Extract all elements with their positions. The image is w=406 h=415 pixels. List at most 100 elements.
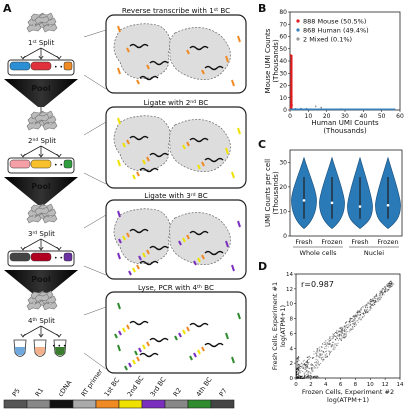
data-point: [300, 366, 302, 368]
data-point: [390, 282, 392, 284]
data-point: [297, 376, 299, 378]
species-mixing-scatter: 0 10 20 30 40 50 60 0 10 20 30 40 50 60 70 80 Human UMI …: [264, 9, 404, 135]
data-point: [312, 364, 314, 366]
data-point: [343, 333, 345, 335]
data-point: [375, 301, 377, 303]
data-point: [383, 294, 385, 296]
data-point: [297, 358, 299, 360]
data-point: [319, 354, 321, 356]
data-point: [314, 367, 316, 369]
data-point: [371, 304, 373, 306]
data-point: [345, 326, 347, 328]
data-point: [308, 367, 310, 369]
data-point: [369, 302, 371, 304]
y-axis-label: UMI Counts per cell: [264, 159, 272, 227]
data-point: [337, 334, 339, 336]
legend-bar-label: R1: [34, 386, 46, 398]
data-point: [321, 354, 323, 356]
data-point: [387, 283, 389, 285]
data-point: [353, 315, 355, 317]
data-point: [359, 315, 361, 317]
data-point: [344, 329, 346, 331]
data-point: [305, 365, 307, 367]
data-point: [312, 367, 314, 369]
data-point: [305, 364, 307, 366]
data-point: [344, 322, 346, 324]
data-point: [372, 304, 374, 306]
well: [30, 159, 52, 169]
data-point: [324, 356, 326, 358]
y-tick-label: 2: [290, 361, 294, 367]
data-point: [310, 364, 312, 366]
data-point: [349, 320, 351, 322]
data-point: [368, 303, 370, 305]
funnel-shape: [4, 177, 78, 205]
data-point: [306, 370, 308, 372]
y-tick-label: 20: [279, 184, 287, 191]
step-title: Reverse transcribe with 1st BC: [122, 6, 230, 15]
data-point: [352, 321, 354, 323]
y-tick-label: 0: [283, 107, 287, 114]
data-point: [357, 312, 359, 314]
data-point: [297, 378, 299, 379]
data-point: [299, 376, 301, 378]
violin-median: [386, 203, 390, 207]
data-point: [307, 376, 309, 378]
data-point: [375, 299, 377, 301]
data-point: [289, 83, 292, 86]
data-point: [296, 371, 297, 373]
data-point: [310, 363, 312, 365]
data-point: [300, 375, 302, 377]
panel-label-a: A: [3, 2, 12, 15]
data-point: [352, 315, 354, 317]
data-point: [358, 317, 360, 319]
data-point: [320, 350, 322, 352]
barcode-segment: [128, 270, 132, 276]
data-point: [373, 302, 375, 304]
data-point: [353, 319, 355, 321]
data-point: [289, 78, 292, 81]
data-point: [303, 108, 306, 111]
data-point: [303, 376, 305, 378]
data-point: [297, 357, 299, 359]
data-point: [366, 311, 368, 313]
data-point: [364, 310, 366, 312]
barcode-segment: [186, 326, 190, 332]
data-point: [389, 282, 391, 284]
data-point: [380, 292, 382, 294]
data-point: [297, 360, 299, 362]
barcode-segment: [136, 79, 140, 85]
data-point: [372, 300, 374, 302]
free-barcode: [117, 25, 121, 33]
data-point: [367, 311, 369, 313]
data-point: [358, 310, 360, 312]
data-point: [384, 287, 386, 289]
data-point: [321, 359, 323, 361]
data-point: [373, 297, 375, 299]
data-point: [338, 339, 340, 341]
data-point: [314, 375, 316, 377]
data-point: [355, 315, 357, 317]
connector-line: [83, 29, 107, 38]
data-point: [353, 316, 355, 318]
data-point: [313, 376, 315, 378]
data-point: [306, 362, 308, 364]
y-tick-label: 10: [286, 302, 293, 308]
data-point: [381, 293, 383, 295]
data-point: [333, 108, 335, 111]
data-point: [336, 332, 338, 334]
data-point: [296, 368, 297, 370]
data-point: [390, 286, 392, 288]
data-point: [316, 349, 318, 351]
legend-bar-label: 3rd BC: [149, 375, 168, 398]
data-point: [304, 363, 306, 365]
pool-funnel: Pool: [4, 79, 78, 113]
data-point: [300, 377, 302, 379]
arrow-line: [22, 47, 42, 59]
data-point: [318, 356, 320, 358]
data-point: [298, 376, 300, 378]
data-point: [381, 295, 383, 297]
data-point: [304, 363, 306, 365]
free-barcode: [225, 240, 229, 248]
arrow-line: [22, 238, 42, 250]
